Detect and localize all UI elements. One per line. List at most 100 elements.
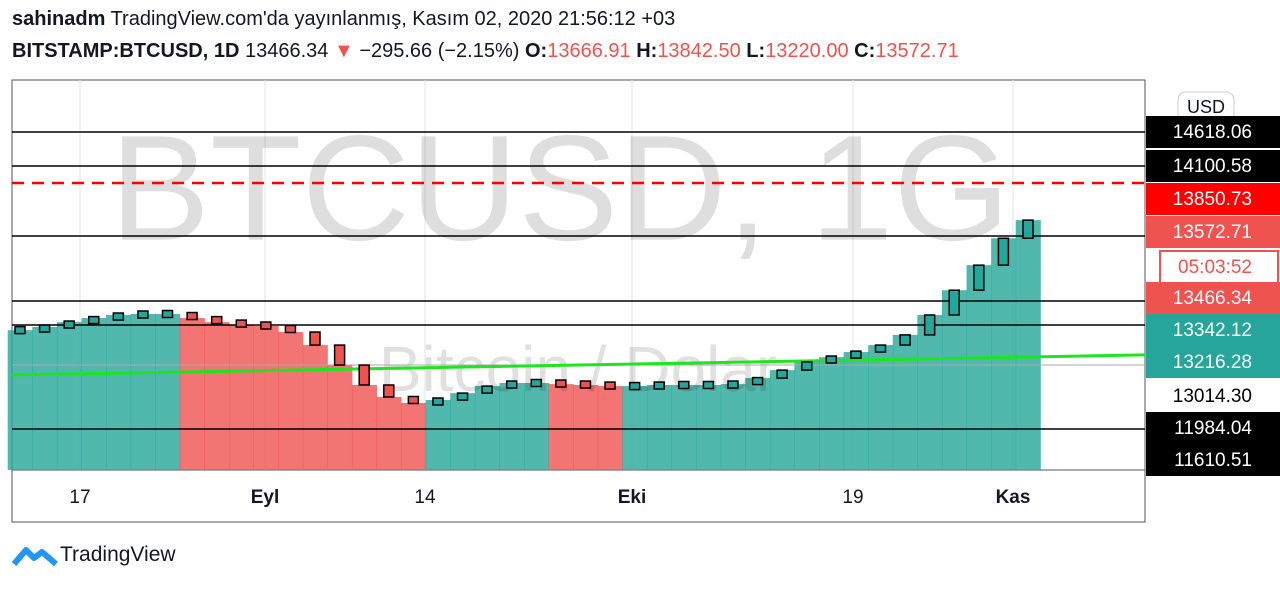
area — [819, 357, 845, 470]
candle — [653, 381, 665, 390]
candle — [88, 315, 100, 325]
candle — [432, 397, 444, 406]
price-tag — [1146, 412, 1280, 444]
ohlc-key: H: — [636, 40, 658, 62]
candle — [1022, 219, 1034, 240]
candle — [678, 380, 690, 390]
price-tag-label: 13572.71 — [1173, 222, 1252, 243]
area — [917, 314, 943, 470]
area — [425, 400, 451, 470]
candle — [112, 312, 125, 321]
area — [228, 325, 255, 470]
area — [941, 290, 968, 470]
candle — [383, 384, 395, 398]
logo — [11, 547, 58, 567]
price-tag — [1146, 116, 1280, 148]
area — [769, 370, 795, 470]
area — [868, 345, 894, 470]
brand: TradingView — [60, 543, 176, 566]
area — [56, 322, 82, 470]
area — [401, 402, 427, 470]
ohlc-key: O: — [525, 40, 548, 62]
candle — [727, 380, 739, 389]
price-tag-label: 13342.12 — [1173, 320, 1252, 341]
x-tick-label: 17 — [69, 487, 90, 508]
candle — [14, 325, 26, 335]
x-tick-label: Eki — [618, 487, 647, 508]
x-tick-label: 19 — [842, 487, 863, 508]
currency[interactable]: USD — [1187, 97, 1225, 117]
candle — [456, 392, 469, 401]
candle — [505, 380, 518, 389]
area — [1015, 220, 1041, 470]
area — [548, 384, 574, 470]
change: −295.66 (−2.15%) — [359, 40, 520, 62]
x-tick-label: 14 — [414, 487, 436, 508]
candle — [628, 381, 641, 391]
candle — [38, 324, 51, 333]
candle — [284, 324, 297, 334]
candle — [137, 310, 149, 319]
area — [794, 361, 820, 470]
area — [32, 326, 58, 470]
candle — [210, 315, 223, 325]
price-tag — [1146, 150, 1280, 182]
price-tag-label: 11984.04 — [1174, 418, 1252, 439]
candle — [63, 320, 75, 329]
price-tag — [1146, 282, 1280, 314]
area — [892, 334, 918, 470]
candle — [333, 344, 346, 366]
area — [204, 322, 230, 470]
logo-mark — [11, 547, 58, 567]
price-tag — [1146, 380, 1280, 412]
area — [302, 345, 328, 470]
area — [179, 318, 205, 470]
price-tag-label: 13014.30 — [1173, 386, 1252, 407]
candle — [850, 350, 862, 359]
ohlc-value: 13842.50 — [657, 40, 741, 62]
price-tag — [1146, 444, 1280, 476]
area — [130, 314, 156, 470]
header-line: BITSTAMP:BTCUSD, 1D 13466.34 ▼ −295.66 (… — [12, 40, 959, 63]
candle — [186, 311, 198, 321]
candle — [481, 385, 493, 394]
area — [646, 384, 673, 470]
area — [597, 386, 623, 470]
candle — [407, 395, 420, 405]
watermark-sub: Bitcoin / Dolar — [379, 333, 777, 405]
area — [278, 332, 304, 470]
area — [696, 384, 722, 470]
candle — [825, 355, 838, 364]
ohlc-value: 13220.00 — [765, 40, 849, 62]
ohlc-key: L: — [746, 40, 766, 62]
candle — [530, 378, 543, 388]
price-tag — [1146, 346, 1280, 378]
countdown-tag — [1159, 250, 1279, 284]
price-tag-label: 11610.51 — [1174, 450, 1252, 471]
price-tag-label: 13216.28 — [1173, 352, 1252, 373]
arrow: ▼ — [333, 40, 354, 62]
candle — [776, 369, 788, 379]
candle — [579, 380, 592, 389]
ohlc-value: 13666.91 — [547, 40, 631, 62]
candle — [800, 361, 813, 371]
candle — [874, 344, 887, 353]
ma-line — [11, 353, 1146, 377]
candle — [948, 289, 960, 316]
area — [966, 265, 992, 470]
ohlc-key: C: — [854, 40, 876, 62]
area — [106, 314, 132, 470]
author: sahinadm — [12, 8, 106, 30]
x-tick-label: Eyl — [251, 487, 280, 508]
ohlc-value: 13572.71 — [875, 40, 959, 62]
candle — [235, 319, 248, 328]
area — [622, 386, 648, 470]
price-tag-label: 13466.34 — [1173, 288, 1253, 309]
published: TradingView.com'da yayınlanmış, Kasım 02… — [110, 8, 676, 30]
area — [351, 384, 377, 470]
candle — [923, 314, 936, 336]
area — [155, 314, 181, 470]
price-tag-label: 14100.58 — [1173, 156, 1252, 177]
ohlc: O:13666.91 H:13842.50 L:13220.00 C:13572… — [525, 40, 959, 62]
